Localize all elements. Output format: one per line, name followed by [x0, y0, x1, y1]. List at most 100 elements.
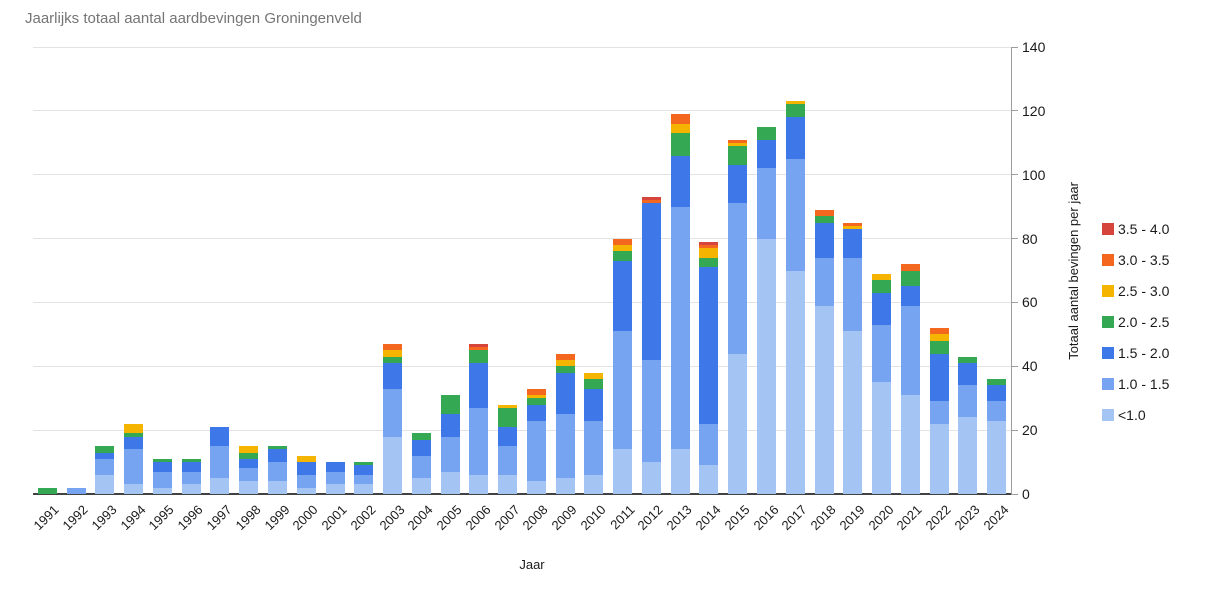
bar-segment-1994-2.0-2.5[interactable]: [124, 433, 144, 437]
bar-stack-1998[interactable]: [239, 446, 259, 494]
bar-segment-2013-1.0-1.5[interactable]: [670, 206, 690, 450]
bar-segment-2001-1.0-1.5[interactable]: [325, 471, 345, 485]
bar-segment-2005-2.0-2.5[interactable]: [440, 395, 460, 415]
bar-segment-2018-1.5-2.0[interactable]: [814, 222, 834, 258]
bar-segment-1998-2.0-2.5[interactable]: [239, 452, 259, 459]
bar-stack-2004[interactable]: [411, 433, 431, 494]
bar-segment-1991-2.0-2.5[interactable]: [37, 487, 57, 494]
bar-segment-2009-1.5-2.0[interactable]: [555, 372, 575, 415]
bar-segment-2008-1.0-1.5[interactable]: [526, 420, 546, 482]
bar-segment-2017-2.5-3.0[interactable]: [785, 101, 805, 105]
bar-segment-1995-2.0-2.5[interactable]: [152, 458, 172, 463]
bar-segment-2014-1.5-2.0[interactable]: [699, 267, 719, 424]
bar-segment-2015-<1.0[interactable]: [728, 353, 748, 494]
bar-segment-2019-1.0-1.5[interactable]: [843, 257, 863, 332]
bar-segment-1997-1.5-2.0[interactable]: [210, 426, 230, 447]
bar-stack-2022[interactable]: [929, 328, 949, 494]
bar-segment-2007-1.0-1.5[interactable]: [498, 446, 518, 475]
bar-segment-2015-1.5-2.0[interactable]: [728, 165, 748, 204]
bar-stack-2000[interactable]: [296, 455, 316, 494]
bar-segment-2011-3.0-3.5[interactable]: [613, 238, 633, 245]
bar-segment-2021-1.5-2.0[interactable]: [900, 286, 920, 306]
bar-segment-2021-2.0-2.5[interactable]: [900, 270, 920, 287]
bar-segment-2017-2.0-2.5[interactable]: [785, 104, 805, 118]
bar-segment-2003-2.0-2.5[interactable]: [383, 356, 403, 364]
bar-segment-1996-<1.0[interactable]: [181, 484, 201, 494]
bar-stack-2011[interactable]: [613, 238, 633, 494]
bar-segment-2017-1.0-1.5[interactable]: [785, 158, 805, 271]
bar-segment-1998-<1.0[interactable]: [239, 481, 259, 494]
bar-segment-2012-<1.0[interactable]: [641, 462, 661, 494]
bar-segment-2007-<1.0[interactable]: [498, 474, 518, 494]
bar-segment-2019-1.5-2.0[interactable]: [843, 229, 863, 258]
bar-segment-1995-1.0-1.5[interactable]: [152, 471, 172, 488]
bar-stack-2018[interactable]: [814, 209, 834, 494]
bar-segment-2018-<1.0[interactable]: [814, 305, 834, 494]
bar-stack-2003[interactable]: [383, 343, 403, 494]
bar-segment-1994-<1.0[interactable]: [124, 484, 144, 494]
bar-segment-2023-2.0-2.5[interactable]: [958, 356, 978, 364]
bar-stack-2001[interactable]: [325, 462, 345, 494]
bar-stack-2021[interactable]: [900, 264, 920, 494]
bar-segment-2013-1.5-2.0[interactable]: [670, 155, 690, 207]
bar-segment-2022-1.5-2.0[interactable]: [929, 353, 949, 402]
bar-segment-2021-3.0-3.5[interactable]: [900, 264, 920, 271]
bar-segment-2023-<1.0[interactable]: [958, 417, 978, 494]
bar-segment-2009-1.0-1.5[interactable]: [555, 414, 575, 479]
bar-segment-2013-3.0-3.5[interactable]: [670, 114, 690, 124]
bar-segment-2006-<1.0[interactable]: [469, 474, 489, 494]
bar-segment-1997-<1.0[interactable]: [210, 478, 230, 494]
bar-stack-2010[interactable]: [584, 372, 604, 494]
bar-segment-2010-1.0-1.5[interactable]: [584, 420, 604, 475]
bar-stack-2019[interactable]: [843, 222, 863, 494]
bar-segment-2014-1.0-1.5[interactable]: [699, 423, 719, 466]
bar-segment-1996-1.5-2.0[interactable]: [181, 462, 201, 472]
bar-segment-2000-2.5-3.0[interactable]: [296, 455, 316, 463]
bar-segment-2022-1.0-1.5[interactable]: [929, 401, 949, 424]
bar-segment-2015-2.5-3.0[interactable]: [728, 142, 748, 146]
bar-segment-2007-1.5-2.0[interactable]: [498, 426, 518, 447]
bar-stack-1995[interactable]: [152, 458, 172, 494]
bar-stack-2005[interactable]: [440, 395, 460, 494]
bar-stack-2016[interactable]: [757, 126, 776, 494]
bar-segment-2006-2.0-2.5[interactable]: [469, 350, 489, 364]
bar-stack-2013[interactable]: [670, 114, 690, 494]
bar-segment-2024-1.0-1.5[interactable]: [987, 401, 1007, 421]
bar-segment-2010-2.5-3.0[interactable]: [584, 372, 604, 380]
bar-segment-1992-1.0-1.5[interactable]: [66, 487, 86, 494]
bar-segment-2019-3.0-3.5[interactable]: [843, 222, 863, 226]
bar-stack-1993[interactable]: [95, 446, 115, 494]
bar-segment-2002-1.5-2.0[interactable]: [354, 465, 374, 475]
bar-segment-2003-1.0-1.5[interactable]: [383, 388, 403, 437]
bar-segment-2000-<1.0[interactable]: [296, 487, 316, 494]
bar-segment-2006-1.0-1.5[interactable]: [469, 407, 489, 475]
bar-stack-2023[interactable]: [958, 356, 978, 494]
bar-segment-2010-2.0-2.5[interactable]: [584, 379, 604, 389]
bar-stack-2012[interactable]: [641, 197, 661, 494]
bar-segment-1994-2.5-3.0[interactable]: [124, 423, 144, 434]
legend-item-3.0-3.5[interactable]: 3.0 - 3.5: [1102, 244, 1169, 275]
bar-segment-2004-<1.0[interactable]: [411, 478, 431, 494]
bar-stack-2024[interactable]: [987, 379, 1007, 494]
bar-stack-1994[interactable]: [124, 423, 144, 494]
bar-segment-1998-1.0-1.5[interactable]: [239, 468, 259, 482]
bar-segment-2007-2.0-2.5[interactable]: [498, 407, 518, 427]
bar-segment-2016-1.0-1.5[interactable]: [757, 168, 776, 239]
bar-segment-2002-2.0-2.5[interactable]: [354, 462, 374, 466]
bar-segment-1999-2.0-2.5[interactable]: [268, 446, 287, 450]
bar-segment-2001-<1.0[interactable]: [325, 484, 345, 494]
bar-segment-2011-2.5-3.0[interactable]: [613, 245, 633, 252]
bar-segment-2024-<1.0[interactable]: [987, 420, 1007, 494]
bar-segment-2023-1.0-1.5[interactable]: [958, 385, 978, 418]
bar-segment-1999-<1.0[interactable]: [268, 481, 287, 494]
bar-stack-2002[interactable]: [354, 462, 374, 494]
bar-stack-1992[interactable]: [66, 487, 86, 494]
bar-segment-2006-3.5-4.0[interactable]: [469, 343, 489, 348]
bar-segment-2012-3.5-4.0[interactable]: [641, 197, 661, 201]
bar-segment-1994-1.5-2.0[interactable]: [124, 436, 144, 450]
bar-stack-1999[interactable]: [268, 446, 287, 494]
bar-segment-2004-1.0-1.5[interactable]: [411, 455, 431, 479]
bar-segment-2012-1.0-1.5[interactable]: [641, 359, 661, 463]
bar-segment-2021-<1.0[interactable]: [900, 395, 920, 494]
bar-segment-2007-2.5-3.0[interactable]: [498, 404, 518, 408]
